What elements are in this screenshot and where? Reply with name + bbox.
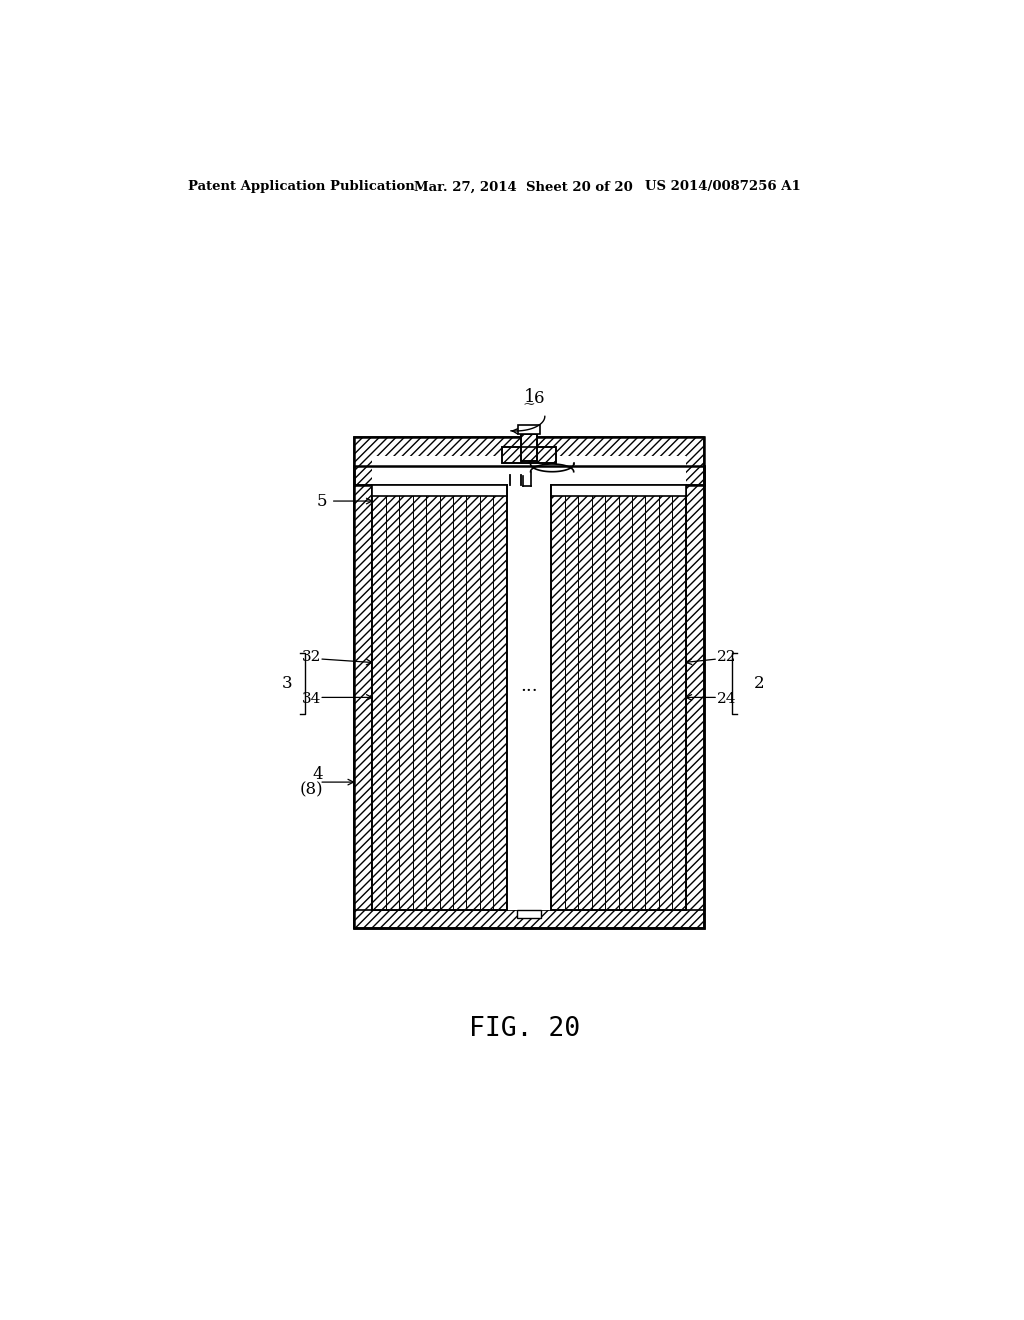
Text: 22: 22 xyxy=(717,651,737,664)
Bar xyxy=(373,484,507,909)
Bar xyxy=(354,909,705,928)
Text: ~: ~ xyxy=(522,397,536,412)
Text: 2: 2 xyxy=(755,675,765,692)
Text: 3: 3 xyxy=(282,675,292,692)
Bar xyxy=(686,466,705,928)
Text: FIG. 20: FIG. 20 xyxy=(469,1015,581,1041)
Text: 34: 34 xyxy=(302,692,322,706)
Bar xyxy=(373,484,507,496)
Bar xyxy=(354,437,705,484)
Bar xyxy=(551,484,686,909)
Text: (8): (8) xyxy=(299,781,323,799)
Bar xyxy=(521,434,537,461)
Bar xyxy=(373,455,686,484)
Text: 6: 6 xyxy=(534,391,544,407)
Text: Mar. 27, 2014  Sheet 20 of 20: Mar. 27, 2014 Sheet 20 of 20 xyxy=(414,181,633,194)
Bar xyxy=(517,909,541,917)
Bar xyxy=(373,484,507,909)
Bar xyxy=(502,447,556,462)
Bar xyxy=(507,484,551,909)
Bar xyxy=(518,425,540,434)
Text: US 2014/0087256 A1: US 2014/0087256 A1 xyxy=(645,181,801,194)
Bar xyxy=(551,484,686,496)
Bar xyxy=(354,466,705,928)
Bar xyxy=(521,434,537,461)
Text: ...: ... xyxy=(520,677,538,694)
Text: 32: 32 xyxy=(302,651,322,664)
Bar xyxy=(354,437,705,484)
Bar xyxy=(354,466,373,928)
Text: 4: 4 xyxy=(312,766,323,783)
Text: 5: 5 xyxy=(316,492,327,510)
Bar xyxy=(373,455,686,484)
Bar xyxy=(354,466,705,484)
Bar xyxy=(502,447,556,462)
Text: 1: 1 xyxy=(523,388,535,407)
Bar xyxy=(551,484,686,909)
Bar xyxy=(354,466,705,928)
Text: Patent Application Publication: Patent Application Publication xyxy=(188,181,415,194)
Text: 24: 24 xyxy=(717,692,737,706)
